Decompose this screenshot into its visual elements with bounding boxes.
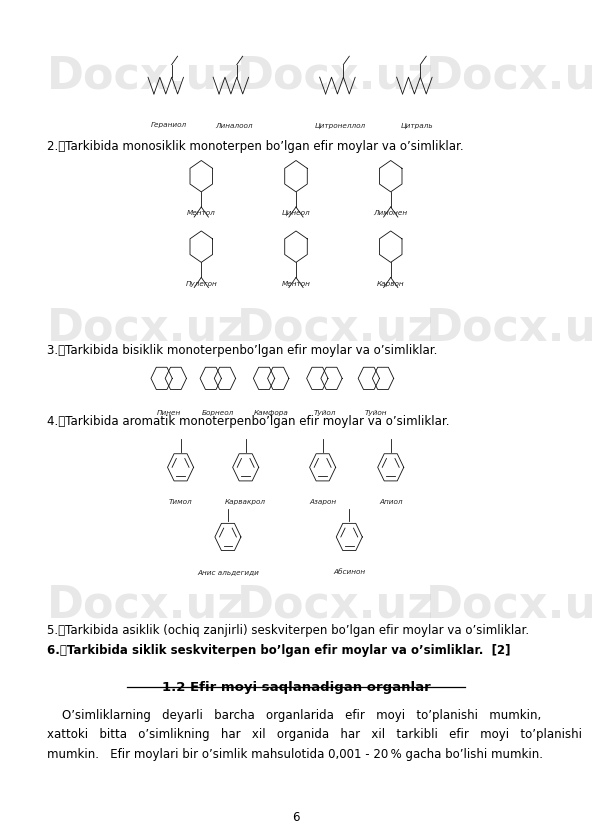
Text: Docx.uz: Docx.uz xyxy=(47,583,244,626)
Text: Ментон: Ментон xyxy=(282,280,310,287)
Text: Апиол: Апиол xyxy=(379,499,403,505)
Text: 1.2 Efir moyi saqlanadigan organlar: 1.2 Efir moyi saqlanadigan organlar xyxy=(162,681,430,694)
Text: Цинеол: Цинеол xyxy=(282,211,310,216)
Text: 4.	Tarkibida aromatik monoterpenbo’lgan efir moylar va o’simliklar.: 4. Tarkibida aromatik monoterpenbo’lgan … xyxy=(47,415,450,428)
Text: Цитраль: Цитраль xyxy=(401,122,434,128)
Text: Гераниол: Гераниол xyxy=(150,122,187,128)
Text: Docx.uz: Docx.uz xyxy=(237,306,434,349)
Text: Туйон: Туйон xyxy=(365,410,387,416)
Text: Туйол: Туйол xyxy=(313,410,336,416)
Text: Анис альдегиди: Анис альдегиди xyxy=(197,569,259,575)
Text: Docx.uz: Docx.uz xyxy=(426,306,592,349)
Text: Борнеол: Борнеол xyxy=(202,410,234,416)
Text: Карвон: Карвон xyxy=(377,280,404,287)
Text: 2.	Tarkibida monosiklik monoterpen bo’lgan efir moylar va o’simliklar.: 2. Tarkibida monosiklik monoterpen bo’lg… xyxy=(47,139,464,153)
Text: Азарон: Азарон xyxy=(309,499,336,505)
Text: mumkin.   Efir moylari bir o’simlik mahsulotida 0,001 - 20 % gacha bo’lishi mumk: mumkin. Efir moylari bir o’simlik mahsul… xyxy=(47,748,543,760)
Text: Тимол: Тимол xyxy=(169,499,192,505)
Text: Docx.uz: Docx.uz xyxy=(426,583,592,626)
Text: Камфора: Камфора xyxy=(254,410,288,416)
Text: 5.	Tarkibida asiklik (ochiq zanjirli) seskviterpen bo’lgan efir moylar va o’siml: 5. Tarkibida asiklik (ochiq zanjirli) se… xyxy=(47,624,529,637)
Text: 6: 6 xyxy=(292,811,300,824)
Text: xattoki   bitta   o’simlikning   har   xil   organida   har   xil   tarkibli   e: xattoki bitta o’simlikning har xil organ… xyxy=(47,728,583,741)
Text: Линалоол: Линалоол xyxy=(215,122,253,128)
Text: Цитронеллол: Цитронеллол xyxy=(315,122,366,128)
Text: Docx.uz: Docx.uz xyxy=(426,55,592,97)
Text: Ментол: Ментол xyxy=(187,211,215,216)
Text: Docx.uz: Docx.uz xyxy=(47,55,244,97)
Text: Docx.uz: Docx.uz xyxy=(237,583,434,626)
Text: Карвакрол: Карвакрол xyxy=(225,499,266,505)
Text: Лимонен: Лимонен xyxy=(374,211,408,216)
Text: Абсинон: Абсинон xyxy=(333,569,365,575)
Text: Пулегон: Пулегон xyxy=(185,280,217,287)
Text: Пинен: Пинен xyxy=(157,410,181,416)
Text: 6.	Tarkibida siklik seskviterpen bo’lgan efir moylar va o’simliklar.  [2]: 6. Tarkibida siklik seskviterpen bo’lgan… xyxy=(47,644,511,656)
Text: O’simliklarning   dеyarli   barcha   organlarida   efir   moyi   to’planishi   m: O’simliklarning dеyarli barcha organlari… xyxy=(47,709,542,722)
Text: Docx.uz: Docx.uz xyxy=(47,306,244,349)
Text: 3.	Tarkibida bisiklik monoterpenbo’lgan efir moylar va o’simliklar.: 3. Tarkibida bisiklik monoterpenbo’lgan … xyxy=(47,344,437,357)
Text: Docx.uz: Docx.uz xyxy=(237,55,434,97)
